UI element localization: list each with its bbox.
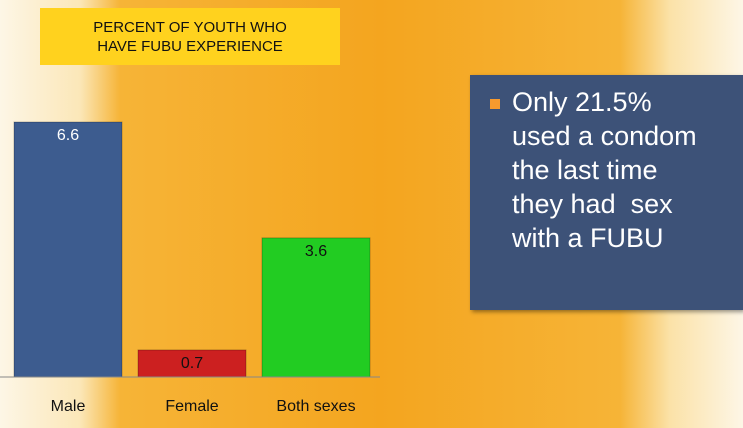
value-label: 6.6 bbox=[57, 127, 79, 144]
note-line: they had sex bbox=[512, 189, 673, 219]
bar bbox=[13, 121, 123, 378]
note-line: Only 21.5% bbox=[512, 87, 652, 117]
note-box: Only 21.5% used a condom the last time they… bbox=[470, 75, 743, 310]
bar bbox=[261, 237, 371, 378]
note-text: Only 21.5% used a condom the last time they… bbox=[512, 85, 697, 255]
bullet bbox=[490, 99, 500, 109]
value-label: 3.6 bbox=[305, 243, 327, 260]
note-line: used a condom bbox=[512, 121, 697, 151]
note-line: with a FUBU bbox=[512, 223, 664, 253]
value-label: 0.7 bbox=[181, 355, 203, 372]
note-line: the last time bbox=[512, 155, 658, 185]
chart-title: PERCENT OF YOUTH WHO HAVE FUBU EXPERIENC… bbox=[40, 8, 340, 65]
x-tick-label: Male bbox=[51, 398, 86, 415]
x-tick-label: Female bbox=[165, 398, 218, 415]
x-tick-label: Both sexes bbox=[276, 398, 355, 415]
